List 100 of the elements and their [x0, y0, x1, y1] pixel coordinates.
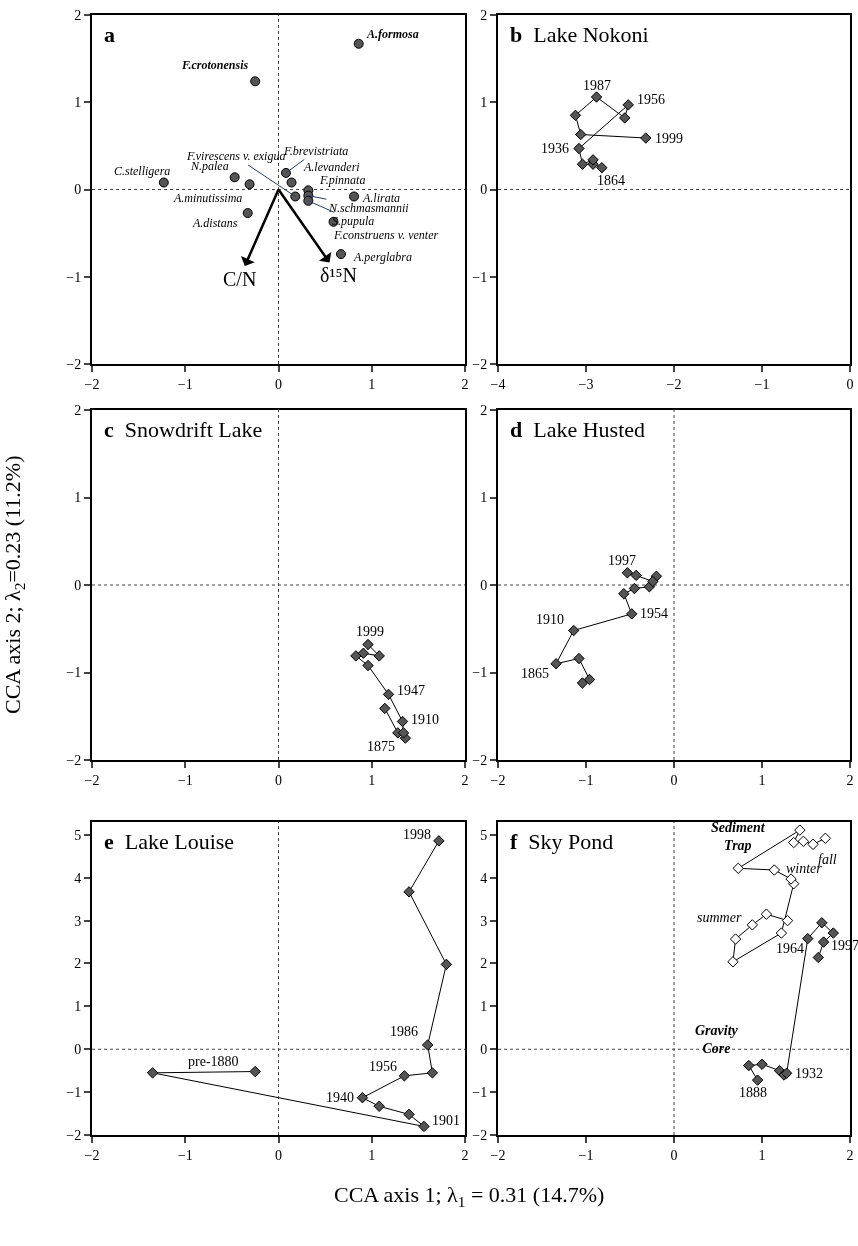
- series-label: Gravity Core: [695, 1023, 739, 1057]
- y-tick-label: 0: [480, 182, 488, 198]
- annotation: 1998: [403, 827, 431, 842]
- y-tick-label: 5: [480, 827, 488, 843]
- y-tick-label: 1: [480, 999, 488, 1015]
- y-tick-label: 2: [480, 7, 488, 23]
- y-tick-label: 2: [74, 402, 82, 418]
- y-tick-label: 2: [480, 402, 488, 418]
- y-tick-label: 3: [74, 913, 82, 929]
- x-tick-label: 2: [846, 1147, 854, 1163]
- x-tick-label: 1: [368, 772, 376, 788]
- annotation: A.minutissima: [173, 191, 243, 205]
- x-tick-label: −2: [490, 1147, 506, 1163]
- y-tick-label: −2: [472, 752, 488, 768]
- y-tick-label: 5: [74, 827, 82, 843]
- y-tick-label: −1: [472, 1085, 488, 1101]
- annotation: 1875: [367, 739, 395, 754]
- annotation: 1986: [390, 1024, 418, 1039]
- y-tick-label: −1: [472, 269, 488, 285]
- x-tick-label: 2: [846, 772, 854, 788]
- annotation: 1987: [583, 78, 611, 93]
- x-tick-label: 0: [670, 772, 678, 788]
- x-axis-title: CCA axis 1; λ$_{1}$ = 0.31 (14.7%): [334, 1182, 605, 1210]
- y-tick-label: −2: [472, 1127, 488, 1143]
- x-tick-label: −4: [490, 376, 506, 392]
- annotation: A.perglabra: [353, 250, 412, 264]
- y-tick-label: 2: [480, 956, 488, 972]
- y-tick-label: 1: [74, 95, 82, 111]
- annotation: 1947: [397, 683, 425, 698]
- annotation: F.crotonensis: [181, 58, 249, 72]
- y-tick-label: 4: [74, 870, 82, 886]
- y-tick-label: −2: [66, 356, 82, 372]
- y-tick-label: −1: [472, 665, 488, 681]
- y-tick-label: −2: [66, 1127, 82, 1143]
- annotation: 1910: [411, 712, 439, 727]
- y-tick-label: 3: [480, 913, 488, 929]
- x-tick-label: 0: [670, 1147, 678, 1163]
- annotation: 1956: [637, 92, 665, 107]
- chart-title: b Lake Nokoni: [510, 22, 649, 47]
- chart-title: a: [104, 22, 115, 47]
- annotation: pre-1880: [188, 1054, 239, 1069]
- x-tick-label: −1: [177, 772, 193, 788]
- y-tick-label: −1: [66, 269, 82, 285]
- annotation: C/N: [223, 268, 257, 290]
- annotation: 1865: [521, 666, 549, 681]
- y-tick-label: 0: [74, 1042, 82, 1058]
- x-tick-label: −3: [578, 376, 594, 392]
- annotation: A.distans: [192, 216, 238, 230]
- annotation: 1940: [326, 1090, 354, 1105]
- y-tick-label: 2: [74, 7, 82, 23]
- y-tick-label: −1: [66, 1085, 82, 1101]
- x-tick-label: −1: [754, 376, 770, 392]
- chart-title: d Lake Husted: [510, 417, 646, 442]
- y-tick-label: −2: [66, 752, 82, 768]
- annotation: 1888: [739, 1085, 767, 1100]
- x-tick-label: 1: [368, 1147, 376, 1163]
- x-tick-label: 0: [275, 376, 282, 392]
- x-tick-label: −2: [84, 376, 100, 392]
- annotation: summer: [697, 910, 742, 925]
- annotation: F.pinnata: [319, 173, 366, 187]
- x-tick-label: −2: [666, 376, 682, 392]
- y-tick-label: 1: [74, 999, 82, 1015]
- y-tick-label: 2: [74, 956, 82, 972]
- y-tick-label: 0: [74, 577, 82, 593]
- annotation: δ¹⁵N: [320, 264, 357, 286]
- x-tick-label: −1: [578, 1147, 594, 1163]
- annotation: 1910: [536, 612, 564, 627]
- chart-title: f Sky Pond: [510, 829, 614, 854]
- annotation: A.formosa: [366, 27, 419, 41]
- annotation: F.construens v. venter: [333, 228, 439, 242]
- y-tick-label: 1: [74, 490, 82, 506]
- annotation: 1999: [356, 624, 384, 639]
- annotation: 1901: [432, 1113, 460, 1128]
- y-tick-label: 1: [480, 490, 488, 506]
- y-tick-label: 0: [480, 1042, 488, 1058]
- chart-title: c Snowdrift Lake: [104, 417, 263, 442]
- annotation: 1954: [640, 606, 668, 621]
- x-tick-label: 2: [461, 376, 469, 392]
- y-tick-label: −2: [472, 356, 488, 372]
- x-tick-label: 1: [758, 1147, 766, 1163]
- annotation: A.levanderi: [303, 160, 360, 174]
- annotation: 1932: [795, 1066, 823, 1081]
- annotation: 1956: [369, 1059, 397, 1074]
- y-tick-label: 0: [74, 182, 82, 198]
- x-tick-label: 0: [275, 1147, 282, 1163]
- x-tick-label: 2: [461, 1147, 469, 1163]
- annotation: 1864: [597, 173, 625, 188]
- annotation: 1997: [608, 553, 636, 568]
- x-tick-label: −1: [578, 772, 594, 788]
- x-tick-label: −2: [84, 1147, 100, 1163]
- y-tick-label: −1: [66, 665, 82, 681]
- annotation: 1964: [776, 941, 804, 956]
- annotation: C.stelligera: [114, 164, 171, 178]
- annotation: 1999: [655, 131, 683, 146]
- y-tick-label: 1: [480, 95, 488, 111]
- x-tick-label: 1: [758, 772, 766, 788]
- x-tick-label: −2: [84, 772, 100, 788]
- x-tick-label: −1: [177, 376, 193, 392]
- annotation: 1936: [541, 141, 569, 156]
- y-tick-label: 0: [480, 577, 488, 593]
